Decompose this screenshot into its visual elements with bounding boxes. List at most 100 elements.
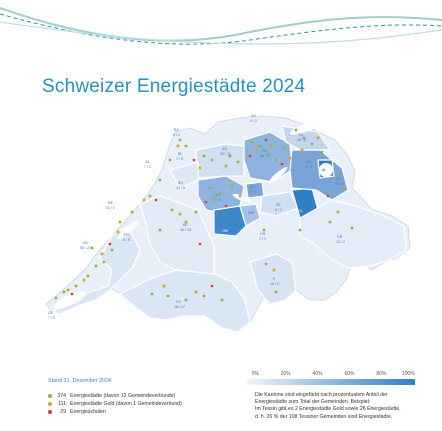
lake-constance [289,121,321,135]
canton-count-ne: 11 / 2 [106,206,115,210]
canton-count-zh: 66 / 17 [260,154,271,158]
canton-count-sg: 29 / 6 [335,182,344,186]
canton-label-bs: BS [174,128,179,132]
scale-tick: 20% [280,371,291,377]
note-line: Energiestädte zum Total der Gemeinden. B… [255,399,371,406]
canton-count-gr: 12 / 2 [336,240,345,244]
canton-count-ur: 2 / 1 [259,237,266,241]
canton-AG [195,143,245,179]
canton-count-ar: 4 / 1 [305,165,312,169]
legend-row-energy-school: 29 Energieschulen [48,408,182,416]
energy-city-dot [48,394,52,398]
scale-ticks: 0% 20% 40% 60% 80% 100% [247,371,415,378]
canton-count-lu: 22 / 5 [212,198,221,202]
scale-tick: 100% [401,371,415,377]
color-scale: 0% 20% 40% 60% 80% 100% [247,371,415,385]
lake-neuchatel [117,220,139,240]
legend-count: 374 [57,393,66,399]
canton-count-ge: 7 / 5 [48,316,55,320]
legend-row-gold-city: 111 Energiestädte Gold (davon 1 Gemeinde… [48,400,182,408]
canton-count-bl: 7 / 8 [176,157,183,161]
canton-label-vs: VS [176,300,181,304]
canton-label-vd: VD [83,241,88,245]
legend-count: 29 [60,409,66,415]
gold-city-dot [48,402,52,406]
canton-count-ti: 26 / 2 [270,282,279,286]
energy-school-markers [70,138,330,296]
canton-SO [169,161,199,189]
scale-tick: 60% [344,371,355,377]
canton-label-be: BE [183,223,188,227]
canton-OW [213,205,247,237]
canton-label-nw: NW [248,211,255,215]
canton-label-fr: FR [124,233,129,237]
canton-label-sg: SG [336,177,341,181]
legend-row-energy-city: 374 Energiestädte (davon 12 Gemeindeverb… [48,392,182,400]
legend-label: Energiestädte Gold (davon 1 Gemeindeverb… [70,401,182,407]
canton-label-ju: JU [145,160,150,164]
scale-tick: 80% [376,371,387,377]
canton-ZH [243,131,293,183]
canton-label-so: SO [178,181,183,185]
canton-label-sh: SH [251,114,256,118]
ai-badge: AI [319,163,333,177]
note-line: Im Tessin gibt es 2 Energiestädte Gold s… [255,406,401,413]
scale-gradient-bar [247,379,415,385]
lakes [53,121,321,309]
energy-city-markers [54,128,354,302]
canton-count-sz: 4 / 1 [275,208,282,212]
canton-count-so: 14 / 5 [176,186,185,190]
canton-TI [249,253,297,305]
canton-label-ag: AG [222,147,227,151]
canton-label-ti: TI [272,277,275,281]
canton-SZ [259,191,299,217]
canton-count-vs: 18 / 17 [174,305,185,309]
canton-BE [139,195,215,275]
canton-count-vd: 55 / 27 [80,246,91,250]
canton-count-be: 46 / 24 [180,228,191,232]
canton-VS [118,269,251,333]
gold-city-markers [66,136,340,294]
canton-label-gr: GR [337,235,343,239]
note-line: Die Kantone sind eingefärbt nach prozent… [255,392,388,398]
canton-label-lu: LU [214,193,219,197]
canton-label-sz: SZ [276,203,281,207]
canton-labels: GE 7 / 5 VD 55 / 27 VS 18 / 17 FR 6 / 5 … [48,114,345,320]
canton-label-ne: NE [108,201,114,205]
lake-zurich [268,167,288,183]
canton-GR [299,199,407,269]
canton-label-bl: BL [178,152,182,156]
header-waves [0,7,442,45]
canton-label-ai: AI [322,168,325,172]
canton-count-bs: 0 / 2 [173,133,180,137]
scale-tick: 40% [312,371,323,377]
energy-school-dot [48,410,52,414]
canton-label-zg: ZG [250,185,255,189]
note-line: d. h. 26 % der 108 Tessiner Gemeinden si… [255,413,393,420]
canton-NW [239,203,261,227]
canton-label-tg: TG [298,133,303,137]
page-title: Schweizer Energiestädte 2024 [42,76,306,97]
lake-geneva [53,291,87,309]
legend-label: Energiestädte (davon 12 Gemeindeverbünde… [70,393,176,399]
canton-count-fr: 6 / 5 [123,238,130,242]
canton-label-ow: OW [222,229,229,233]
canton-count-zg: 3 / 3 [249,190,256,194]
marker-legend: 374 Energiestädte (davon 12 Gemeindeverb… [48,392,182,416]
canton-label-ge: GE [48,311,54,315]
scale-tick: 0% [251,371,260,377]
legend-count: 111 [58,401,66,407]
canton-count-ag: 42 / 11 [220,152,231,156]
canton-count-tg: 16 / 9 [297,138,306,142]
canton-VD [50,225,141,315]
date-note: Stand 31. Dezember 2024: [48,378,113,384]
legend-label: Energieschulen [70,409,106,415]
canton-label-zh: ZH [262,149,267,153]
explanation-note: Die Kantone sind eingefärbt nach prozent… [255,392,425,421]
municipality-markers [54,128,354,302]
lake-lucerne [232,193,252,203]
canton-count-sh: 4 / 2 [250,119,257,123]
canton-label-ur: UR [260,232,266,236]
canton-count-ju: 7 / 1 [144,165,151,169]
